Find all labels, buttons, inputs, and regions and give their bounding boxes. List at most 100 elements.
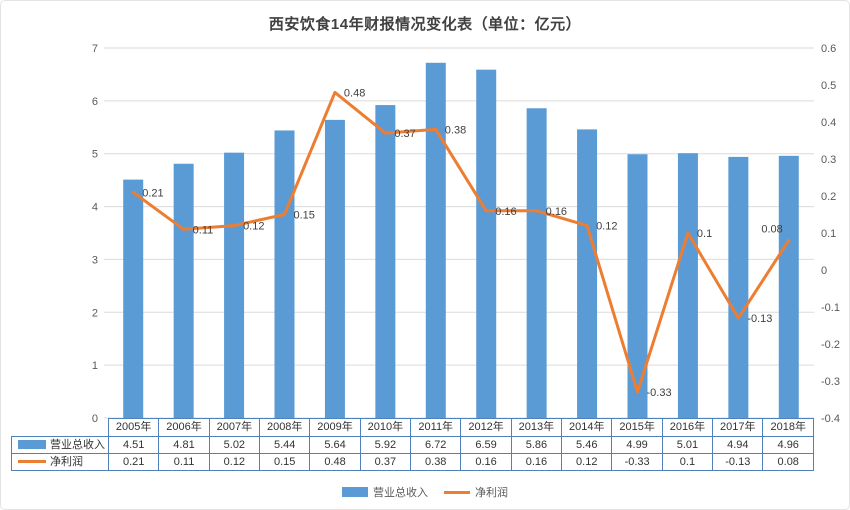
bar-2007年 <box>224 152 245 418</box>
table-year-cell: 2012年 <box>460 418 512 437</box>
table-corner-cell <box>12 419 109 437</box>
table-value-cell: 4.51 <box>107 436 160 454</box>
line-data-label: 0.21 <box>142 187 163 199</box>
right-axis-tick-label: -0.4 <box>821 413 840 425</box>
table-value-cell: 0.37 <box>359 453 412 471</box>
bar-2006年 <box>173 163 194 418</box>
line-series-swatch-icon <box>18 460 46 464</box>
right-axis-tick-label: -0.3 <box>821 376 840 388</box>
legend-item-revenue: 营业总收入 <box>342 484 428 500</box>
legend-label-profit: 净利润 <box>475 487 508 499</box>
table-value-cell: 5.46 <box>561 436 613 454</box>
table-value-cell: 0.48 <box>309 453 361 471</box>
table-year-cell: 2006年 <box>158 418 210 437</box>
table-value-cell: 0.38 <box>410 453 462 471</box>
table-value-cell: 0.15 <box>259 453 311 471</box>
combo-chart-plot: 0 1 2 3 4 5 6 7 0.6 0.5 0.4 0.3 0.2 0.1 0 -0.1 -0.2 -0.3 -… <box>92 43 840 425</box>
table-value-cell: 0.08 <box>762 453 814 471</box>
bar-2018年 <box>778 155 799 419</box>
bar-2014年 <box>577 129 598 418</box>
table-value-cell: 5.44 <box>259 436 311 454</box>
line-data-label: 0.16 <box>546 206 567 218</box>
table-value-cell: 0.21 <box>107 453 160 471</box>
line-data-label: 0.08 <box>761 223 782 235</box>
bar-2005年 <box>123 179 144 418</box>
table-year-cell: 2013年 <box>510 418 563 437</box>
table-value-cell: 0.12 <box>208 453 261 471</box>
table-row-header: 净利润 <box>11 453 109 471</box>
bar-series-swatch-icon <box>18 440 46 450</box>
left-axis-tick-label: 1 <box>92 360 98 372</box>
right-axis-tick-label: 0.4 <box>821 117 836 129</box>
table-year-header-row: 2005年 2006年 2007年 2008年 2009年 2010年 2011年 2012年… <box>12 418 814 437</box>
bar-2009年 <box>324 119 345 418</box>
table-value-cell: 6.72 <box>410 436 462 454</box>
table-value-cell: 0.12 <box>561 453 613 471</box>
table-year-cell: 2016年 <box>661 418 714 437</box>
left-axis-tick-label: 2 <box>92 307 98 319</box>
line-data-label: 0.37 <box>394 128 415 140</box>
table-year-cell: 2014年 <box>561 418 613 437</box>
table-year-cell: 2011年 <box>410 418 462 437</box>
table-value-cell: 4.96 <box>762 436 814 454</box>
table-year-cell: 2008年 <box>259 418 311 437</box>
net-profit-line <box>131 90 791 394</box>
bar-2012年 <box>476 69 497 419</box>
line-data-label: 0.1 <box>697 228 712 240</box>
left-axis-tick-label: 6 <box>92 96 98 108</box>
legend-label-revenue: 营业总收入 <box>373 487 428 499</box>
chart-legend: 营业总收入 净利润 <box>1 484 849 500</box>
right-axis-tick-label: 0.3 <box>821 154 836 166</box>
line-data-label: 0.38 <box>445 124 466 136</box>
line-data-label: 0.16 <box>495 206 516 218</box>
right-axis-tick-label: 0.6 <box>821 43 836 55</box>
table-year-cell: 2017年 <box>712 418 764 437</box>
table-year-cell: 2007年 <box>208 418 261 437</box>
line-data-label: 0.15 <box>294 210 315 222</box>
right-axis-tick-label: -0.2 <box>821 339 840 351</box>
table-value-cell: 0.11 <box>158 453 210 471</box>
left-axis-tick-label: 5 <box>92 149 98 161</box>
line-data-label: 0.48 <box>344 87 365 99</box>
table-year-cell: 2018年 <box>762 418 814 437</box>
table-value-cell: 4.81 <box>158 436 210 454</box>
table-row: 净利润 0.21 0.11 0.12 0.15 0.48 0.37 0.38 0.16 0.16 0… <box>11 453 814 471</box>
bar-2017年 <box>728 156 749 418</box>
table-value-cell: 5.92 <box>359 436 412 454</box>
right-axis-tick-label: 0.2 <box>821 191 836 203</box>
table-value-cell: -0.33 <box>611 453 663 471</box>
table-row-label: 营业总收入 <box>50 438 105 451</box>
table-year-cell: 2005年 <box>107 418 160 437</box>
left-axis-tick-label: 4 <box>92 202 98 214</box>
table-value-cell: 4.94 <box>712 436 764 454</box>
line-data-label: 0.11 <box>193 224 214 236</box>
table-year-cell: 2009年 <box>309 418 361 437</box>
bar-2015年 <box>627 154 648 418</box>
bar-2010年 <box>375 105 396 418</box>
bar-series-swatch-icon <box>342 487 368 497</box>
table-value-cell: 0.1 <box>661 453 714 471</box>
line-data-label: -0.13 <box>747 313 772 325</box>
table-value-cell: 5.64 <box>309 436 361 454</box>
table-value-cell: 5.02 <box>208 436 261 454</box>
table-row: 营业总收入 4.51 4.81 5.02 5.44 5.64 5.92 6.72 6.59 5.8… <box>11 436 814 454</box>
table-row-label: 净利润 <box>50 455 83 468</box>
bar-2013年 <box>526 108 547 418</box>
bar-2011年 <box>425 62 446 419</box>
left-axis-tick-label: 7 <box>92 43 98 55</box>
table-year-cell: 2010年 <box>359 418 412 437</box>
table-value-cell: 5.01 <box>661 436 714 454</box>
right-axis-tick-label: 0.5 <box>821 80 836 92</box>
table-value-cell: 6.59 <box>460 436 512 454</box>
table-value-cell: -0.13 <box>712 453 764 471</box>
right-axis-tick-label: 0 <box>821 265 827 277</box>
chart-data-table: 2005年 2006年 2007年 2008年 2009年 2010年 2011年 2012年… <box>11 418 814 471</box>
table-value-cell: 0.16 <box>510 453 563 471</box>
table-value-cell: 0.16 <box>460 453 512 471</box>
bar-2008年 <box>274 130 295 418</box>
line-data-label: -0.33 <box>647 387 672 399</box>
table-year-cell: 2015年 <box>611 418 663 437</box>
legend-item-profit: 净利润 <box>444 484 508 500</box>
bar-2016年 <box>677 153 698 418</box>
